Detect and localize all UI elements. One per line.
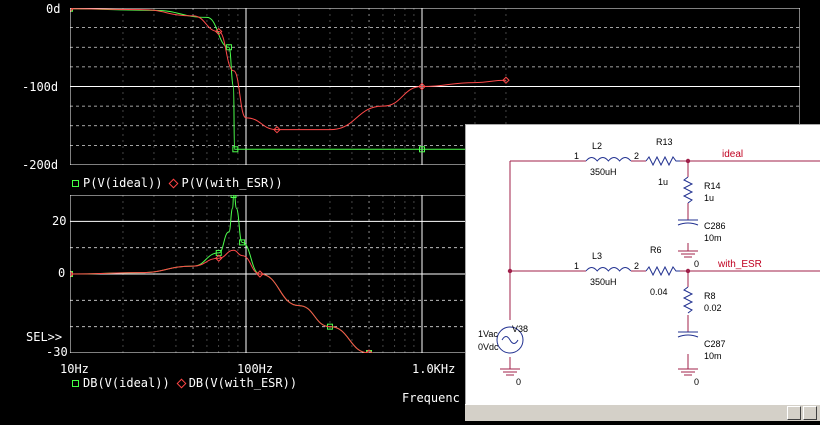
series-ideal-point — [225, 44, 232, 51]
v38-name: V38 — [512, 324, 528, 334]
voltage-source-v38[interactable]: V38 1Vac 0Vdc — [478, 324, 528, 354]
resistor-r13[interactable]: R13 1u — [645, 137, 680, 187]
resistor-r14[interactable]: R14 1u — [682, 176, 721, 204]
l2-value: 350uH — [590, 167, 617, 177]
net-label-ideal: ideal — [722, 149, 743, 160]
xtick-10hz: 10Hz — [60, 362, 89, 376]
r13-value: 1u — [658, 177, 668, 187]
series-esr-point — [365, 349, 373, 353]
esr-marker-icon — [169, 178, 179, 189]
l3-value: 350uH — [590, 277, 617, 287]
xtick-1khz: 1.0KHz — [412, 362, 456, 376]
l2-name: L2 — [592, 141, 602, 151]
schematic-wires — [509, 160, 820, 369]
r6-value: 0.04 — [650, 287, 668, 297]
series-esr-point — [70, 270, 74, 278]
phase-ytick-minus200: -200d — [22, 158, 59, 172]
v38-dc: 0Vdc — [478, 342, 499, 352]
schematic-window[interactable]: L2 350uH 1 2 R13 1u ideal R14 1u C286 10… — [465, 124, 820, 421]
x-axis-label: Frequenc — [402, 391, 460, 405]
r14-value: 1u — [704, 193, 714, 203]
net-label-with-esr: with_ESR — [717, 259, 762, 270]
r6-name: R6 — [650, 245, 662, 255]
esr-marker-icon — [176, 378, 187, 389]
ideal-marker-icon — [72, 180, 79, 187]
series-esr-point — [215, 254, 223, 262]
xtick-100hz: 100Hz — [237, 362, 274, 376]
series-esr-trace[interactable] — [70, 249, 370, 353]
phase-legend-ideal[interactable]: P(V(ideal)) — [83, 176, 163, 190]
series-ideal-point — [232, 146, 239, 153]
series-ideal-point — [239, 239, 246, 246]
series-esr-trace[interactable] — [70, 8, 506, 131]
r14-name: R14 — [704, 181, 721, 191]
mag-legend-ideal[interactable]: DB(V(ideal)) — [83, 376, 170, 390]
series-esr-point — [273, 125, 281, 134]
scroll-right-button[interactable] — [803, 406, 817, 420]
mag-legend-esr[interactable]: DB(V(with_ESR)) — [188, 376, 298, 390]
capacitor-c287[interactable]: C287 10m — [677, 331, 726, 361]
phase-ytick-minus100: -100d — [22, 80, 59, 94]
schematic-canvas[interactable]: L2 350uH 1 2 R13 1u ideal R14 1u C286 10… — [466, 125, 820, 421]
phase-legend-esr[interactable]: P(V(with_ESR)) — [181, 176, 283, 190]
series-ideal-point — [230, 195, 237, 198]
ground-icon — [678, 368, 698, 376]
r13-name: R13 — [656, 137, 673, 147]
capacitor-c286[interactable]: C286 10m — [677, 219, 726, 243]
phase-legend: P(V(ideal)) P(V(with_ESR)) — [72, 176, 283, 190]
mag-ytick-minus30: -30 — [46, 345, 68, 359]
l2-pin1: 1 — [574, 151, 579, 161]
c287-value: 10m — [704, 351, 722, 361]
ground-icon — [678, 250, 698, 258]
r8-name: R8 — [704, 291, 716, 301]
series-ideal-point — [419, 146, 425, 153]
mag-ytick-0: 0 — [58, 266, 66, 280]
series-esr-point — [256, 270, 264, 278]
phase-plot[interactable] — [67, 6, 800, 165]
ideal-marker-icon — [72, 380, 79, 387]
v38-ac: 1Vac — [478, 329, 498, 339]
series-ideal-trace[interactable] — [70, 8, 506, 150]
ground-label-2: 0 — [694, 377, 699, 387]
r8-value: 0.02 — [704, 303, 722, 313]
magnitude-legend: DB(V(ideal)) DB(V(with_ESR)) — [72, 376, 297, 390]
phase-ytick-0: 0d — [46, 2, 61, 16]
scroll-left-button[interactable] — [787, 406, 801, 420]
series-esr-point — [418, 82, 426, 91]
schematic-horizontal-scrollbar[interactable] — [465, 404, 820, 421]
c286-name: C286 — [704, 221, 726, 231]
series-esr-point — [215, 27, 223, 36]
l3-name: L3 — [592, 251, 602, 261]
c287-name: C287 — [704, 339, 726, 349]
inductor-l3[interactable]: L3 350uH 1 2 — [574, 251, 639, 287]
junction-dots — [507, 158, 691, 274]
ground-icon — [500, 368, 520, 376]
l3-pin2: 2 — [634, 261, 639, 271]
ground-label-3: 0 — [516, 377, 521, 387]
l3-pin1: 1 — [574, 261, 579, 271]
sel-marker[interactable]: SEL>> — [26, 330, 63, 344]
l2-pin2: 2 — [634, 151, 639, 161]
c286-value: 10m — [704, 233, 722, 243]
inductor-l2[interactable]: L2 350uH 1 2 — [574, 141, 639, 177]
resistor-r8[interactable]: R8 0.02 — [682, 286, 722, 314]
resistor-r6[interactable]: R6 0.04 — [645, 245, 680, 297]
mag-ytick-20: 20 — [52, 214, 67, 228]
series-esr-point — [502, 76, 510, 84]
ground-label-1: 0 — [694, 259, 699, 269]
